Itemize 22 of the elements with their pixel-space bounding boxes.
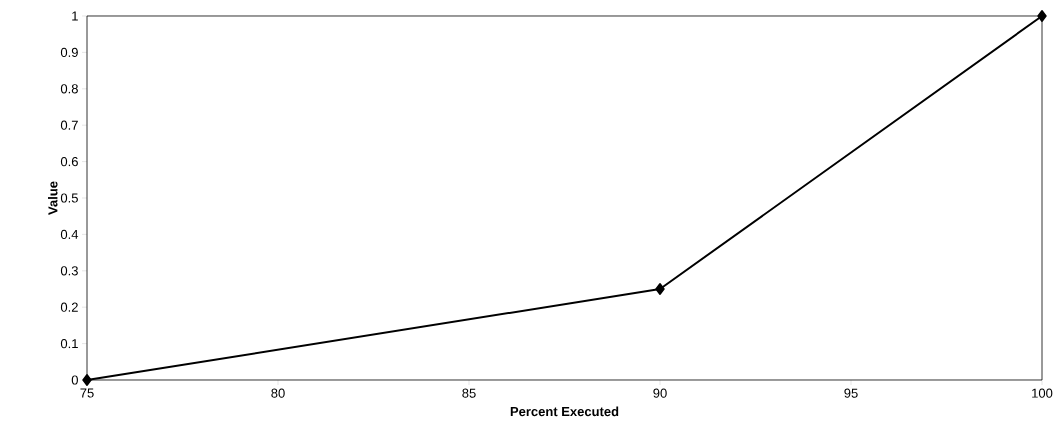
x-tick-label: 75 (80, 388, 94, 398)
point (655, 283, 665, 295)
x-tick-label: 80 (271, 388, 285, 398)
y-tick-label: 0.8 (60, 84, 78, 94)
y-tick-label: 0.1 (60, 338, 78, 349)
y-tick-label: 0.5 (60, 193, 78, 203)
y-tick-label: 0.9 (60, 47, 78, 57)
x-tick-label: 100 (1032, 388, 1053, 398)
y-tick-label: 0.3 (60, 266, 78, 276)
y-tick-label: 0.4 (60, 229, 79, 239)
y-axis-title: Value (47, 181, 58, 215)
x-tick-label: 90 (653, 388, 667, 398)
x-axis-title: Percent Executed (510, 406, 619, 417)
y-tick-label: 0.2 (60, 302, 78, 312)
y-tick-label: 0 (71, 375, 78, 385)
x-tick-label: 85 (462, 388, 476, 398)
x-tick-label: 95 (844, 388, 858, 398)
y-tick-label: 1 (72, 11, 78, 21)
point (1037, 10, 1047, 22)
point (82, 374, 92, 386)
y-tick-label: 0.7 (60, 120, 78, 130)
y-tick-label: 0.6 (60, 156, 78, 167)
